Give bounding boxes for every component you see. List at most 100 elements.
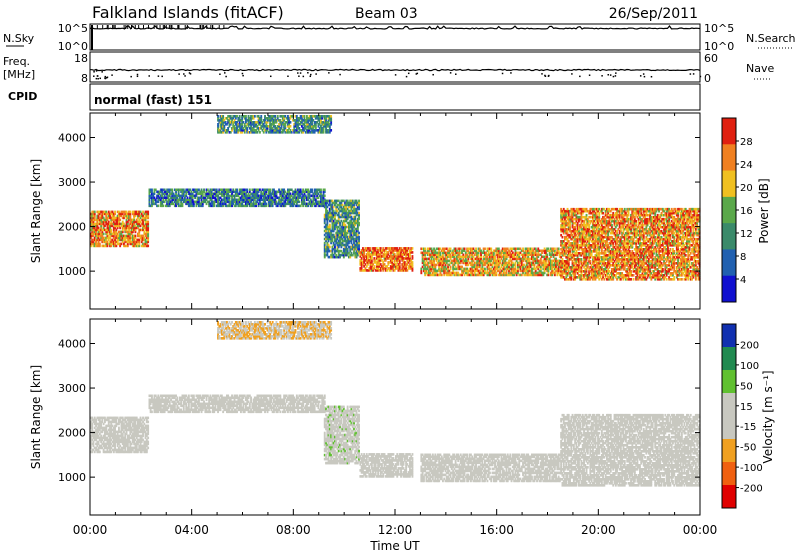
data-cell bbox=[118, 210, 120, 214]
data-cell bbox=[121, 228, 124, 232]
data-cell bbox=[162, 196, 165, 200]
data-cell bbox=[138, 210, 141, 214]
data-cell bbox=[121, 226, 124, 230]
data-cell bbox=[490, 247, 493, 251]
data-cell bbox=[231, 198, 233, 202]
data-cell bbox=[232, 198, 235, 202]
data-cell bbox=[173, 188, 176, 192]
data-cell bbox=[186, 202, 189, 206]
data-cell bbox=[96, 234, 99, 238]
nave-dot bbox=[588, 74, 591, 76]
data-cell bbox=[133, 234, 136, 238]
data-cell bbox=[231, 200, 233, 204]
data-cell bbox=[138, 220, 141, 224]
data-cell bbox=[161, 192, 164, 196]
data-cell bbox=[171, 188, 174, 192]
data-cell bbox=[224, 190, 227, 194]
data-cell bbox=[191, 196, 194, 200]
data-cell bbox=[148, 190, 151, 194]
data-cell bbox=[125, 218, 128, 222]
data-cell bbox=[131, 224, 134, 228]
data-cell bbox=[214, 196, 217, 200]
data-cell bbox=[208, 204, 211, 208]
data-cell bbox=[205, 198, 208, 202]
data-cell bbox=[142, 244, 144, 248]
data-cell bbox=[159, 190, 162, 194]
data-cell bbox=[142, 216, 144, 220]
data-cell bbox=[116, 220, 119, 224]
data-cell bbox=[115, 224, 118, 228]
data-cell bbox=[151, 194, 153, 198]
data-cell bbox=[95, 222, 97, 226]
data-cell bbox=[114, 230, 116, 234]
data-cell bbox=[269, 188, 272, 192]
data-cell bbox=[119, 230, 122, 234]
data-cell bbox=[194, 196, 197, 200]
data-cell bbox=[213, 188, 216, 192]
data-cell bbox=[133, 242, 136, 246]
nsky-tick-bottom: 10^0 bbox=[58, 40, 88, 53]
data-cell bbox=[104, 210, 106, 214]
data-cell bbox=[227, 194, 230, 198]
data-cell bbox=[222, 204, 225, 208]
data-cell bbox=[212, 194, 214, 198]
data-cell bbox=[101, 216, 104, 220]
data-cell bbox=[139, 228, 142, 232]
data-cell bbox=[96, 218, 99, 222]
data-cell bbox=[148, 202, 151, 206]
data-cell bbox=[203, 198, 205, 202]
data-cell bbox=[226, 204, 228, 208]
data-cell bbox=[101, 214, 104, 218]
data-cell bbox=[233, 194, 236, 198]
data-cell bbox=[228, 202, 231, 206]
data-cell bbox=[110, 220, 113, 224]
data-cell bbox=[484, 247, 486, 251]
data-cell bbox=[131, 228, 134, 232]
data-cell bbox=[214, 200, 217, 204]
data-cell bbox=[200, 190, 203, 194]
data-cell bbox=[189, 194, 191, 198]
data-cell bbox=[165, 204, 167, 208]
data-cell bbox=[115, 220, 118, 224]
data-cell bbox=[153, 202, 156, 206]
data-cell bbox=[222, 202, 225, 206]
data-cell bbox=[176, 198, 179, 202]
data-cell bbox=[522, 247, 524, 251]
data-cell bbox=[214, 192, 217, 196]
data-cell bbox=[133, 238, 136, 242]
data-cell bbox=[163, 188, 166, 192]
data-cell bbox=[298, 200, 301, 204]
data-cell bbox=[121, 212, 124, 216]
data-cell bbox=[115, 222, 118, 226]
data-cell bbox=[102, 224, 105, 228]
data-cell bbox=[190, 194, 193, 198]
data-cell bbox=[138, 240, 141, 244]
data-cell bbox=[215, 200, 218, 204]
data-cell bbox=[120, 224, 123, 228]
data-cell bbox=[96, 214, 99, 218]
data-cell bbox=[145, 230, 148, 234]
data-cell bbox=[104, 240, 106, 244]
data-cell bbox=[200, 198, 203, 202]
data-cell bbox=[109, 236, 111, 240]
data-cell bbox=[140, 234, 143, 238]
data-cell bbox=[98, 228, 101, 232]
data-cell bbox=[218, 204, 221, 208]
data-cell bbox=[167, 194, 170, 198]
data-cell bbox=[129, 210, 132, 214]
data-cell bbox=[210, 200, 213, 204]
data-cell bbox=[131, 230, 134, 234]
data-cell bbox=[126, 212, 129, 216]
data-cell bbox=[585, 213, 588, 217]
data-cell bbox=[144, 212, 147, 216]
data-cell bbox=[228, 194, 231, 198]
data-cell bbox=[92, 212, 95, 216]
data-cell bbox=[91, 220, 94, 224]
data-cell bbox=[159, 204, 162, 208]
data-cell bbox=[168, 200, 171, 204]
data-cell bbox=[126, 236, 129, 240]
data-cell bbox=[130, 228, 133, 232]
data-cell bbox=[124, 240, 127, 244]
data-cell bbox=[215, 188, 218, 192]
data-cell bbox=[220, 198, 223, 202]
